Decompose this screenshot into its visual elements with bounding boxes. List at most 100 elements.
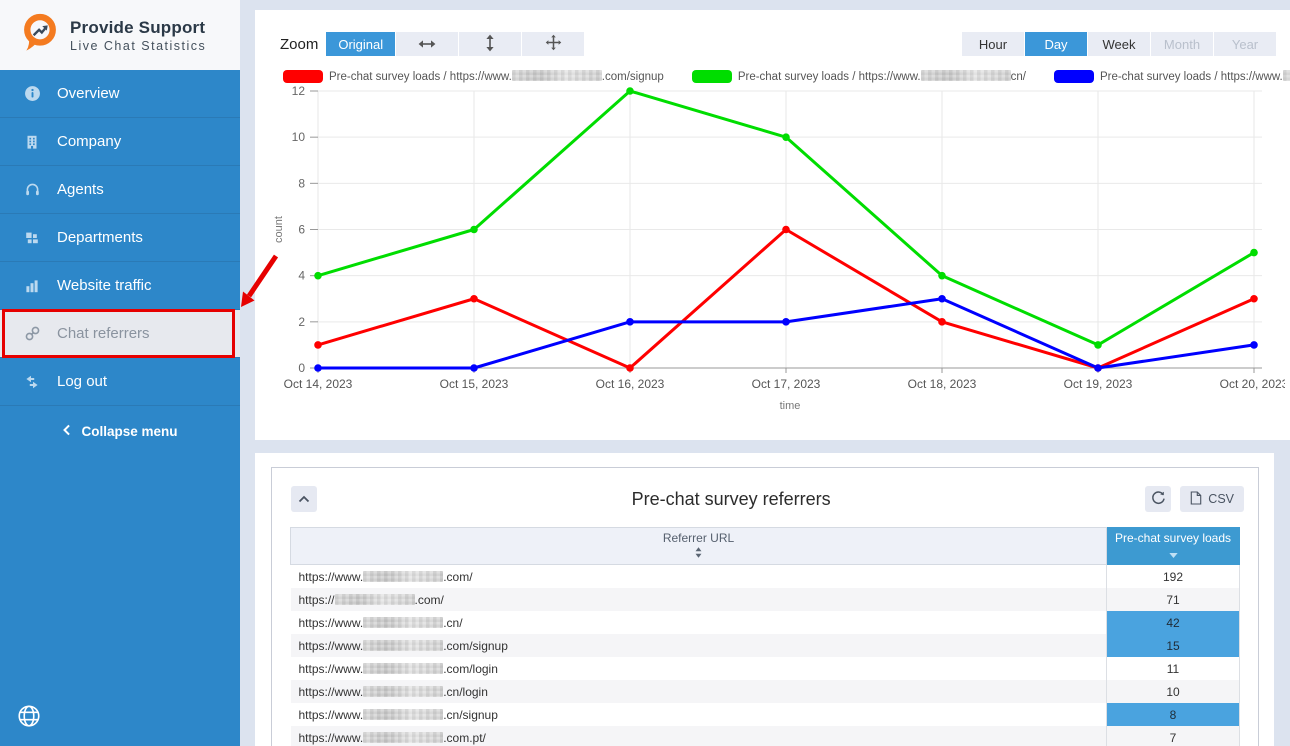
svg-text:Oct 14, 2023: Oct 14, 2023 xyxy=(284,377,353,391)
column-header-survey-loads[interactable]: Pre-chat survey loads xyxy=(1106,527,1240,565)
headset-icon xyxy=(23,181,41,199)
table-row: https://www. .com/192 xyxy=(291,564,1240,588)
table-header-row: Referrer URL Pre-chat survey loads xyxy=(290,527,1240,565)
table-row: https://www. .cn/42 xyxy=(291,611,1240,634)
sidebar-item-label: Log out xyxy=(57,373,108,390)
legend-item-series-1[interactable]: Pre-chat survey loads / https://www. .com… xyxy=(283,70,664,83)
sidebar-item-label: Overview xyxy=(57,85,120,102)
table-row: https://www. .com.pt/7 xyxy=(290,726,1240,746)
survey-loads-cell: 71 xyxy=(1106,588,1240,611)
referrers-card: Pre-chat survey referrers xyxy=(271,467,1259,746)
referrer-url-cell: https://www. .com/ xyxy=(298,569,473,584)
survey-loads-cell: 15 xyxy=(1106,634,1240,657)
sidebar-item-label: Departments xyxy=(57,229,143,246)
redacted-url-segment xyxy=(363,616,444,628)
chevron-up-icon xyxy=(298,492,310,506)
app-subtitle: Live Chat Statistics xyxy=(70,38,207,53)
zoom-arrow-move-button[interactable] xyxy=(522,32,585,56)
svg-text:Oct 17, 2023: Oct 17, 2023 xyxy=(752,377,821,391)
redacted-url-segment xyxy=(511,70,602,81)
survey-loads-cell: 8 xyxy=(1106,703,1240,726)
sort-both-icon xyxy=(695,547,702,562)
sort-desc-icon xyxy=(1168,547,1178,562)
referrer-url-header-label: Referrer URL xyxy=(662,531,735,545)
zoom-original-button[interactable]: Original xyxy=(326,32,396,56)
period-button-day[interactable]: Day xyxy=(1025,32,1087,56)
svg-text:Oct 16, 2023: Oct 16, 2023 xyxy=(596,377,665,391)
survey-loads-cell: 7 xyxy=(1106,726,1240,746)
referrer-url-cell: https://www. .cn/ xyxy=(298,615,463,630)
svg-text:Oct 19, 2023: Oct 19, 2023 xyxy=(1064,377,1133,391)
barchart-icon xyxy=(23,277,41,295)
referrers-actions: CSV xyxy=(1145,486,1244,512)
main-content: Zoom Original Hour Day Week Month Year Pre-c… xyxy=(240,0,1290,746)
sidebar-item-log-out[interactable]: Log out xyxy=(0,358,240,406)
table-row: https://.com/71 xyxy=(290,588,1240,611)
sidebar-item-label: Agents xyxy=(57,181,104,198)
sidebar-item-agents[interactable]: Agents xyxy=(0,166,240,214)
legend-item-series-2[interactable]: Pre-chat survey loads / https://www. cn/ xyxy=(691,70,1026,83)
referrer-url-cell: https://www. .com/login xyxy=(298,661,498,676)
sidebar-item-departments[interactable]: Departments xyxy=(0,214,240,262)
refresh-button[interactable] xyxy=(1145,486,1172,512)
period-button-hour[interactable]: Hour xyxy=(962,32,1024,56)
period-button-month: Month xyxy=(1151,32,1213,56)
legend-item-series-3[interactable]: Pre-chat survey loads / https://www..cn/… xyxy=(1053,70,1290,83)
chart-toolbar: Zoom Original Hour Day Week Month Year xyxy=(255,10,1290,56)
legend-swatch xyxy=(283,70,323,83)
svg-text:4: 4 xyxy=(298,269,305,283)
table-row: https://www. .cn/login 10 xyxy=(290,680,1240,703)
zoom-button-group: Original xyxy=(325,32,585,56)
collapse-menu-label: Collapse menu xyxy=(81,423,178,439)
period-button-week[interactable]: Week xyxy=(1088,32,1150,56)
table-row: https://www. .com/signup 15 xyxy=(290,634,1240,657)
csv-button-label: CSV xyxy=(1208,492,1234,506)
referrer-url-cell: https://.com/ xyxy=(290,588,1107,611)
table-row: https://www. .com/login 11 xyxy=(291,657,1240,680)
referrer-url-cell: https://www. .cn/login xyxy=(290,680,1107,703)
redacted-url-segment xyxy=(920,70,1011,81)
collapse-panel-button[interactable] xyxy=(291,486,317,512)
line-chart[interactable]: 0 2 4 6 8 10 12 Oct 14, 2023 Oct 15, 2023 Oct 16,… xyxy=(270,83,1290,422)
language-globe-icon[interactable] xyxy=(16,703,42,729)
csv-file-icon xyxy=(1190,490,1202,508)
provide-support-logo-icon xyxy=(20,11,60,59)
svg-text:10: 10 xyxy=(292,130,306,144)
redacted-url-segment xyxy=(1282,70,1290,81)
redacted-url-segment xyxy=(363,685,444,697)
survey-loads-cell: 11 xyxy=(1106,657,1240,680)
svg-text:Oct 15, 2023: Oct 15, 2023 xyxy=(440,377,509,391)
zoom-label: Zoom xyxy=(280,35,319,53)
referrer-url-cell: https://www. .com.pt/ xyxy=(290,726,1107,746)
link-icon xyxy=(23,325,41,343)
period-button-year: Year xyxy=(1214,32,1276,56)
arrow-vertical-icon xyxy=(485,34,495,55)
zoom-arrow-horizontal-button[interactable] xyxy=(396,32,459,56)
refresh-icon xyxy=(1151,490,1166,508)
sidebar-item-chat-referrers[interactable]: Chat referrers xyxy=(0,309,240,358)
svg-text:Oct 20, 2023: Oct 20, 2023 xyxy=(1220,377,1285,391)
sidebar-item-company[interactable]: Company xyxy=(0,118,240,166)
redacted-url-segment xyxy=(363,570,444,582)
redacted-url-segment xyxy=(363,639,444,651)
export-csv-button[interactable]: CSV xyxy=(1180,486,1244,512)
sidebar-item-website-traffic[interactable]: Website traffic xyxy=(0,262,240,310)
sidebar-item-overview[interactable]: Overview xyxy=(0,70,240,118)
referrers-card-header: Pre-chat survey referrers xyxy=(272,468,1258,512)
zoom-arrow-vertical-button[interactable] xyxy=(459,32,522,56)
survey-loads-cell: 10 xyxy=(1106,680,1240,703)
collapse-menu-button[interactable]: Collapse menu xyxy=(0,418,240,444)
legend-swatch xyxy=(691,70,732,83)
referrers-title: Pre-chat survey referrers xyxy=(631,488,831,509)
info-icon xyxy=(23,85,41,103)
app-title-block: Provide Support Live Chat Statistics xyxy=(70,18,206,53)
arrow-move-icon xyxy=(545,34,562,54)
app-logo: Provide Support Live Chat Statistics xyxy=(0,0,240,70)
legend-label: Pre-chat survey loads / https://www. cn/ xyxy=(737,70,1026,83)
redacted-url-segment xyxy=(334,593,415,605)
redacted-url-segment xyxy=(363,708,444,720)
svg-text:0: 0 xyxy=(298,361,305,375)
column-header-referrer-url[interactable]: Referrer URL xyxy=(290,527,1107,565)
sidebar-item-label: Chat referrers xyxy=(57,325,150,342)
sidebar-item-label: Company xyxy=(57,133,122,150)
